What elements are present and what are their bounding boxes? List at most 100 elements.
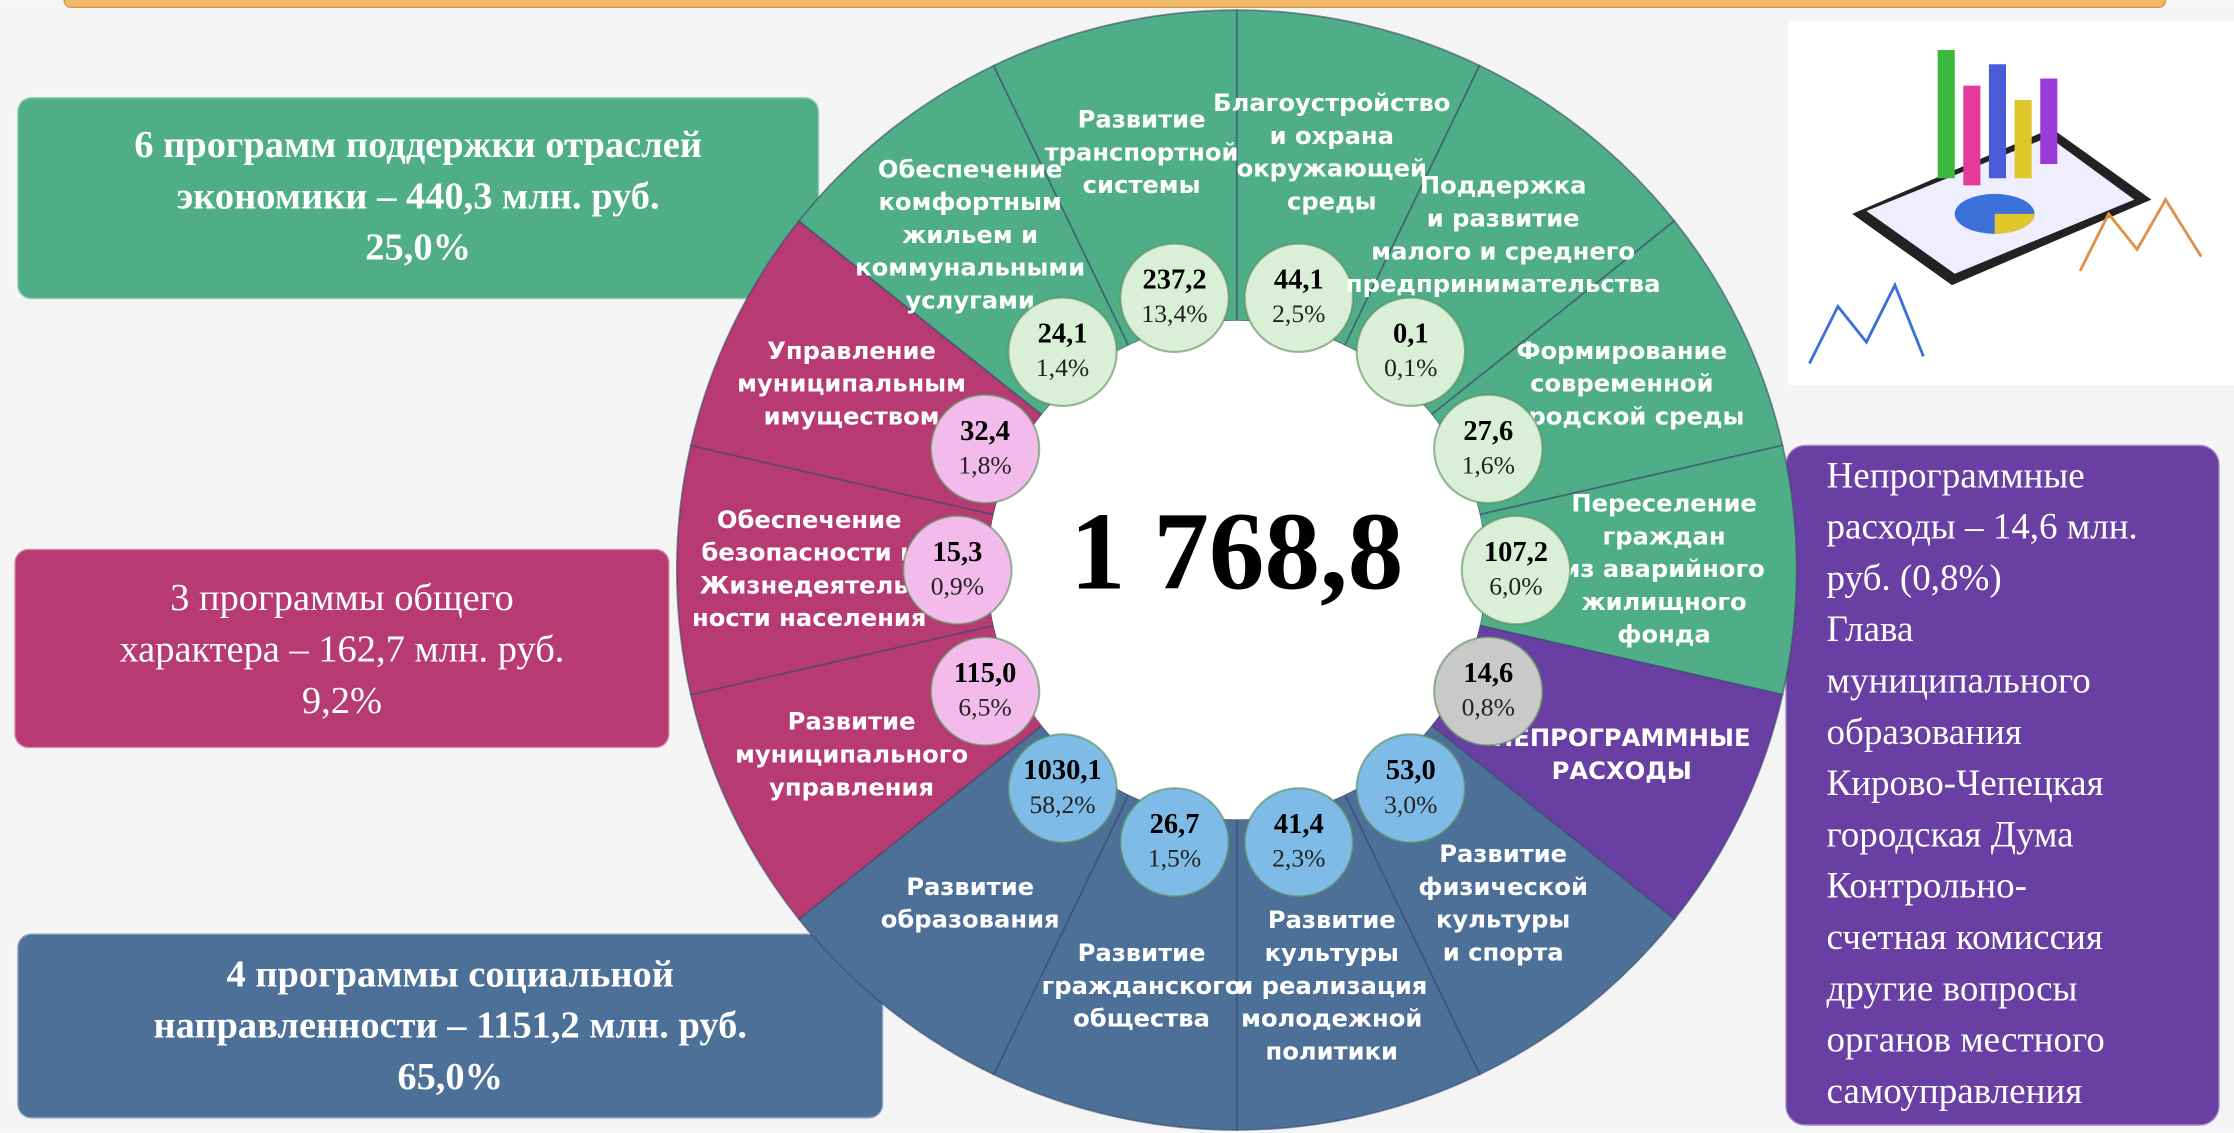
segment-label: предпринимательства [1346, 270, 1661, 298]
segment-share: 1,5% [1148, 844, 1201, 873]
segment-label: услугами [905, 286, 1034, 314]
segment-label: Благоустройство [1213, 89, 1450, 117]
summary-text: 9,2% [302, 680, 382, 722]
value-circle [1243, 787, 1355, 898]
segment-label: транспортной [1045, 138, 1239, 166]
segment-label: и охрана [1270, 122, 1394, 150]
value-circle [1355, 296, 1466, 407]
segment-amount: 26,7 [1150, 809, 1200, 840]
segment-label: малого и среднего [1371, 237, 1635, 265]
value-circle [1119, 787, 1230, 898]
segment-label: Управление [767, 337, 936, 365]
segment-label: Развитие [1078, 106, 1206, 134]
segment-label: Обеспечение [878, 155, 1063, 183]
value-circle [1460, 514, 1572, 626]
segment-label: ности населения [692, 604, 926, 632]
segment-label: образования [881, 906, 1060, 934]
segment-label: Поддержка [1420, 172, 1587, 200]
segment-label: Развитие [1268, 906, 1396, 934]
segment-label: Жизнедеятель- [700, 571, 919, 599]
value-circle [1007, 296, 1118, 407]
segment-label: окружающей [1237, 155, 1427, 183]
segment-label: современной [1530, 370, 1713, 398]
segment-label: Обеспечение [717, 506, 902, 534]
segment-label: гражданского [1042, 972, 1242, 1000]
value-circle [1355, 733, 1466, 844]
segment-label: культуры [1265, 939, 1399, 967]
segment-amount: 24,1 [1038, 319, 1088, 350]
side-note-text: Кирово-Чепецкая [1827, 763, 2104, 804]
segment-share: 13,4% [1141, 299, 1207, 328]
value-circle [902, 514, 1013, 626]
top-banner [63, 0, 2167, 8]
segment-label: комфортным [879, 188, 1062, 216]
segment-amount: 44,1 [1274, 265, 1324, 296]
segment-label: среды [1287, 188, 1377, 216]
segment-share: 0,8% [1462, 693, 1515, 722]
value-circle [1433, 393, 1544, 505]
segment-label: Формирование [1517, 337, 1728, 365]
segment-label: управления [769, 773, 934, 801]
segment-label: жилищного [1581, 588, 1746, 616]
segment-label: из аварийного [1563, 555, 1764, 583]
side-note-text: самоуправления [1827, 1071, 2083, 1112]
segment-share: 1,4% [1036, 353, 1089, 382]
segment-share: 1,8% [958, 450, 1011, 479]
segment-share: 0,9% [931, 571, 984, 600]
segment-label: РАСХОДЫ [1552, 757, 1692, 785]
value-circle [1007, 733, 1118, 844]
value-circle [1119, 242, 1230, 354]
segment-amount: 0,1 [1393, 319, 1429, 350]
segment-label: физической [1418, 873, 1588, 901]
segment-label: культуры [1436, 906, 1570, 934]
segment-label: фонда [1617, 621, 1710, 649]
segment-amount: 53,0 [1386, 755, 1436, 786]
value-circle [929, 636, 1041, 747]
side-note-text: Глава [1827, 609, 1914, 650]
summary-box [15, 931, 885, 1121]
summary-text: экономики – 440,3 млн. руб. [177, 175, 660, 217]
segment-label: граждан [1603, 522, 1726, 550]
segment-label: имуществом [764, 402, 940, 430]
summary-text: 25,0% [365, 227, 471, 269]
segment-label: и развитие [1427, 205, 1580, 233]
summary-text: характера – 162,7 млн. руб. [119, 629, 564, 671]
segment-share: 3,0% [1384, 790, 1437, 819]
segment-amount: 27,6 [1463, 416, 1513, 447]
segment-amount: 1030,1 [1023, 755, 1101, 786]
segment-amount: 237,2 [1142, 265, 1206, 296]
segment-share: 1,6% [1462, 450, 1515, 479]
segment-label: общества [1073, 1005, 1210, 1033]
segment-label: безопасности и [701, 539, 917, 567]
side-note-text: расходы – 14,6 млн. [1827, 507, 2138, 548]
segment-label: и спорта [1443, 938, 1564, 966]
summary-text: направленности – 1151,2 млн. руб. [153, 1005, 746, 1047]
segment-amount: 15,3 [932, 537, 982, 568]
segment-share: 2,3% [1272, 844, 1325, 873]
segment-share: 0,1% [1384, 353, 1437, 382]
segment-amount: 115,0 [954, 658, 1017, 689]
segment-amount: 32,4 [960, 416, 1010, 447]
segment-amount: 107,2 [1484, 537, 1548, 568]
side-note-text: Контрольно- [1827, 866, 2027, 907]
value-circle [1433, 636, 1544, 747]
summary-text: 3 программы общего [170, 577, 514, 619]
side-note-text: муниципального [1827, 661, 2091, 702]
segment-label: молодежной [1241, 1005, 1422, 1033]
decor-image [1788, 21, 2234, 385]
segment-label: муниципального [735, 741, 968, 769]
side-note-text: другие вопросы [1827, 968, 2078, 1009]
summary-text: 6 программ поддержки отраслей [134, 124, 702, 166]
segment-label: муниципальным [737, 370, 966, 398]
segment-label: и реализация [1236, 972, 1427, 1000]
segment-share: 6,5% [958, 693, 1011, 722]
side-note-text: образования [1827, 712, 2022, 753]
segment-label: Развитие [1439, 840, 1567, 868]
segment-label: коммунальными [855, 254, 1085, 282]
side-note-text: счетная комиссия [1827, 917, 2103, 958]
summary-text: 65,0% [397, 1056, 503, 1098]
segment-label: Развитие [906, 873, 1034, 901]
value-circle [929, 393, 1041, 505]
